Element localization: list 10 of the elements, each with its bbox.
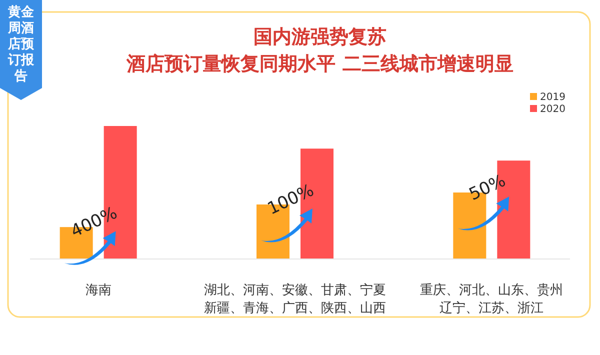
annotation: 400%: [68, 203, 120, 242]
chart-title: 国内游强势复苏: [254, 26, 386, 48]
text: 黄金周酒店预订报告: [7, 5, 35, 84]
chart-subtitle: 酒店预订量恢复同期水平 二三线城市增速明显: [126, 53, 514, 75]
x-tick-label: 湖北、河南、安徽、甘肃、宁夏新疆、青海、广西、陕西、山西: [204, 282, 386, 316]
x-tick-label: 重庆、河北、山东、贵州辽宁、江苏、浙江: [420, 283, 564, 316]
legend-label: 2020: [540, 104, 566, 115]
x-tick-label: 海南: [85, 283, 112, 298]
legend-label: 2019: [540, 92, 566, 103]
annotation: 50%: [466, 170, 509, 206]
